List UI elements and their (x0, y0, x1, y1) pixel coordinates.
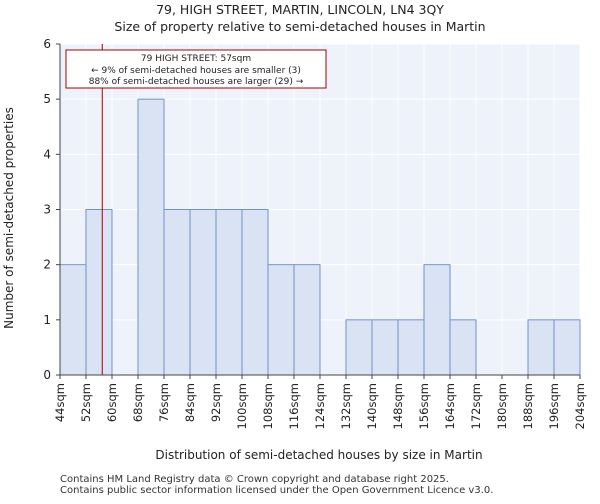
bar (86, 210, 112, 376)
x-tick-label: 76sqm (157, 383, 171, 422)
y-axis-label: Number of semi-detached properties (2, 107, 16, 329)
x-axis-label: Distribution of semi-detached houses by … (155, 448, 482, 462)
bar (60, 265, 86, 375)
bar (554, 320, 580, 375)
x-tick-label: 84sqm (183, 383, 197, 422)
chart-title-line2: Size of property relative to semi-detach… (114, 19, 485, 34)
y-tick-label: 6 (43, 37, 51, 51)
y-axis-ticks: 0 1 2 3 4 5 6 (43, 37, 60, 382)
x-tick-label: 140sqm (365, 383, 379, 429)
x-tick-label: 188sqm (521, 383, 535, 429)
chart-title-line1: 79, HIGH STREET, MARTIN, LINCOLN, LN4 3Q… (156, 2, 444, 17)
x-tick-label: 52sqm (79, 383, 93, 422)
bar (242, 210, 268, 376)
bar (346, 320, 372, 375)
x-tick-label: 148sqm (391, 383, 405, 429)
bar (138, 99, 164, 375)
x-tick-label: 124sqm (313, 383, 327, 429)
x-tick-label: 60sqm (105, 383, 119, 422)
x-tick-label: 164sqm (443, 383, 457, 429)
bar (424, 265, 450, 375)
x-tick-label: 196sqm (547, 383, 561, 429)
bar (398, 320, 424, 375)
bar (528, 320, 554, 375)
chart: 79, HIGH STREET, MARTIN, LINCOLN, LN4 3Q… (0, 0, 600, 500)
bar (164, 210, 190, 376)
x-tick-label: 68sqm (131, 383, 145, 422)
annotation-line2: ← 9% of semi-detached houses are smaller… (91, 66, 301, 76)
x-tick-label: 132sqm (339, 383, 353, 429)
y-tick-label: 5 (43, 92, 51, 106)
bar (268, 265, 294, 375)
bar (190, 210, 216, 376)
y-tick-label: 4 (43, 147, 51, 161)
x-tick-label: 156sqm (417, 383, 431, 429)
y-tick-label: 1 (43, 313, 51, 327)
bar (372, 320, 398, 375)
x-axis-ticks: 44sqm 52sqm 60sqm 68sqm 76sqm 84sqm 92sqm 100sq… (53, 375, 587, 429)
annotation-line1: 79 HIGH STREET: 57sqm (141, 54, 251, 64)
bar (216, 210, 242, 376)
y-tick-label: 0 (43, 368, 51, 382)
x-tick-label: 100sqm (235, 383, 249, 429)
x-tick-label: 180sqm (495, 383, 509, 429)
annotation-box: 79 HIGH STREET: 57sqm ← 9% of semi-detac… (66, 50, 326, 88)
x-tick-label: 108sqm (261, 383, 275, 429)
x-tick-label: 92sqm (209, 383, 223, 422)
y-tick-label: 3 (43, 203, 51, 217)
x-tick-label: 116sqm (287, 383, 301, 429)
x-tick-label: 172sqm (469, 383, 483, 429)
chart-svg: 79, HIGH STREET, MARTIN, LINCOLN, LN4 3Q… (0, 0, 600, 500)
annotation-line3: 88% of semi-detached houses are larger (… (89, 77, 304, 87)
x-tick-label: 44sqm (53, 383, 67, 422)
bar (450, 320, 476, 375)
y-tick-label: 2 (43, 258, 51, 272)
footer-line1: Contains HM Land Registry data © Crown c… (60, 474, 449, 485)
x-tick-label: 204sqm (573, 383, 587, 429)
footer-line2: Contains public sector information licen… (60, 485, 493, 496)
bar (294, 265, 320, 375)
